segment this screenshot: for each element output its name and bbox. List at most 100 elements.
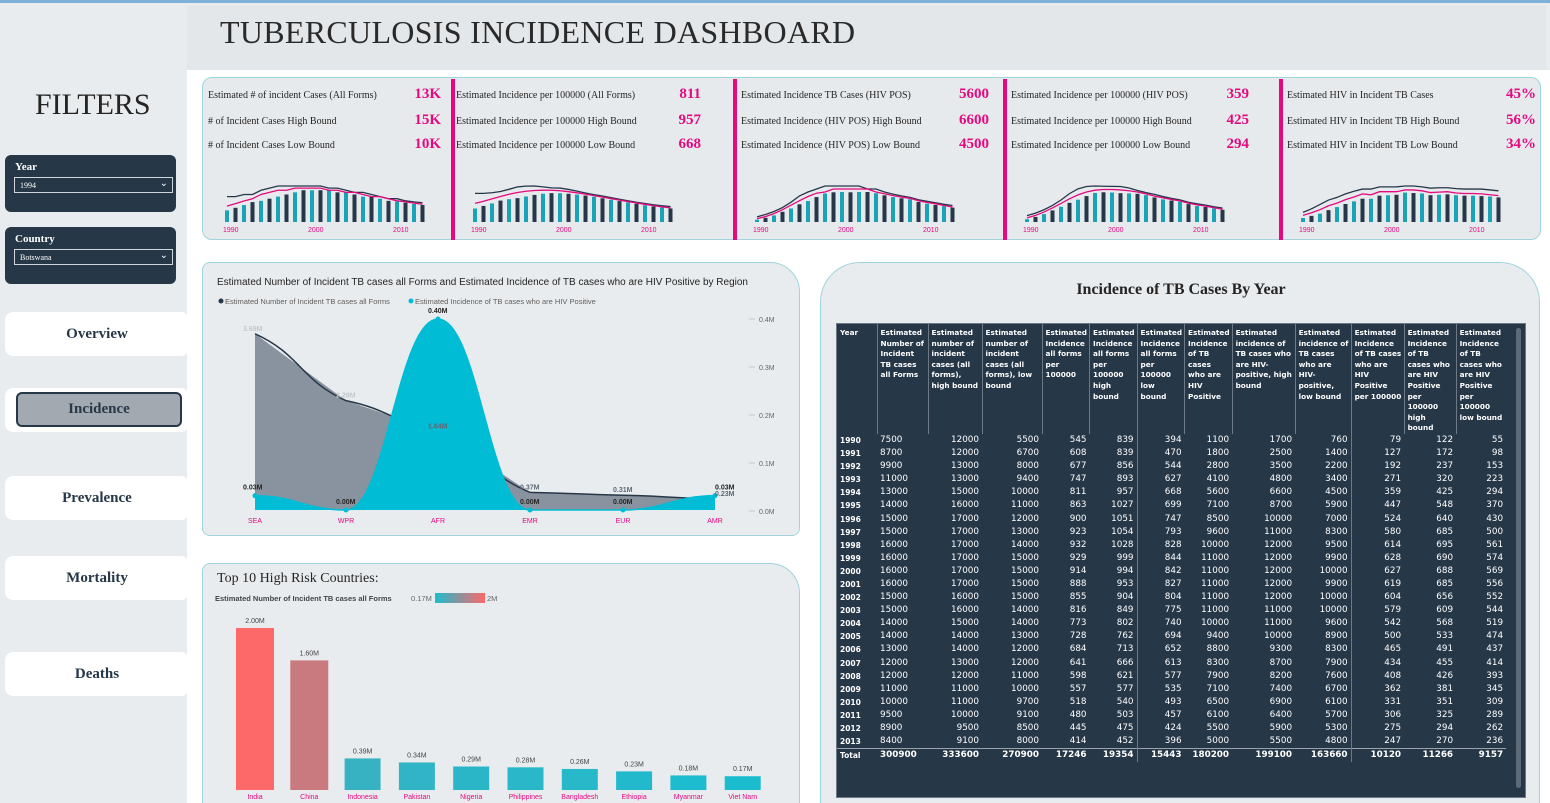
table-cell: 396 — [1136, 735, 1185, 749]
table-cell: 557 — [1069, 683, 1087, 694]
top10-data-label: 0.23M — [624, 761, 644, 768]
kpi-bar — [1144, 195, 1148, 222]
kpi-bar — [1318, 213, 1322, 222]
table-row: 1997 15000 17000 13000 923 1054 793 9600 11000 83… — [837, 525, 1506, 539]
table-cell: 12000 — [880, 657, 908, 668]
kpi-tick-label: 2010 — [393, 227, 409, 234]
nav-incidence-label: Incidence — [68, 401, 130, 417]
table-header-cell[interactable]: Estimated Incidence of TB cases who are … — [1184, 324, 1233, 434]
table-cell: 16000 — [880, 565, 908, 576]
kpi-bar — [473, 208, 477, 222]
table-cell: 493 — [1136, 695, 1185, 709]
year-dropdown[interactable]: 1994 ⌄ — [14, 177, 173, 193]
table-header-cell[interactable]: Estimated number of incident cases (all … — [927, 324, 982, 434]
table-cell: 519 — [1486, 618, 1504, 629]
table-cell: 12000 — [951, 448, 979, 459]
table-cell: 127 — [1350, 447, 1405, 461]
table-row: 2006 13000 14000 12000 684 713 652 8800 9300 8300… — [837, 643, 1506, 657]
top10-bar — [507, 767, 544, 790]
table-cell: 1027 — [1111, 500, 1134, 511]
kpi-bar — [755, 219, 759, 222]
kpi-bar — [1462, 195, 1467, 222]
table-cell: 8000 — [1016, 461, 1039, 472]
table-cell: 4100 — [1206, 474, 1230, 485]
table-scrollbar[interactable] — [1516, 328, 1521, 788]
table-cell: 1995 — [840, 501, 861, 511]
country-slicer-label: Country — [15, 233, 55, 245]
hiv-data-label: 0.03M — [715, 485, 735, 492]
hiv-data-label: 0.40M — [428, 308, 448, 315]
table-cell: 1100 — [1206, 434, 1230, 445]
total-data-label: 0.37M — [520, 484, 540, 491]
top10-data-label: 0.28M — [516, 757, 536, 764]
table-cell: 15000 — [951, 618, 979, 629]
table-cell: 5500 — [1206, 723, 1230, 733]
table-header-cell[interactable]: Estimated Incidence of TB cases who are … — [1455, 324, 1507, 434]
table-header-cell[interactable]: Estimated Incidence all forms per 100000 — [1041, 324, 1090, 434]
table-cell: 17000 — [951, 539, 979, 550]
table-cell: 12000 — [1264, 539, 1293, 550]
kpi-bar — [1178, 201, 1182, 222]
kpi-bar — [541, 193, 545, 222]
nav-deaths-button[interactable]: Deaths — [5, 652, 189, 696]
table-cell: 10000 — [1319, 605, 1348, 616]
table-cell: 465 — [1350, 643, 1405, 657]
table-header-cell[interactable]: Estimated incidence of TB cases who are … — [1294, 324, 1352, 434]
table-cell: 13000 — [1011, 526, 1039, 537]
table-cell: 4800 — [1269, 474, 1293, 485]
table-header-cell[interactable]: Estimated number of incident cases (all … — [981, 324, 1042, 434]
table-cell: 762 — [1116, 631, 1134, 642]
table-row: 2009 11000 11000 10000 557 577 535 7100 7400 6700… — [837, 682, 1506, 696]
top10-plot-area: 2.00M India 1.60M China 0.39M Indonesia 0.34M P… — [236, 618, 761, 801]
table-header-cell[interactable]: Estimated Incidence of TB cases who are … — [1350, 324, 1405, 434]
table-scroll-area[interactable]: Year Estimated Number of Incident TB case… — [836, 323, 1526, 798]
table-cell: 893 — [1116, 474, 1134, 485]
top10-data-label: 1.60M — [300, 650, 320, 657]
hiv-area — [255, 319, 715, 510]
table-cell: 13000 — [880, 644, 908, 655]
table-cell: 914 — [1069, 565, 1087, 576]
kpi-mid-line — [756, 188, 953, 220]
table-header-cell[interactable]: Estimated Incidence of TB cases who are … — [1403, 324, 1457, 434]
top10-bar — [616, 771, 653, 790]
table-cell: 10000 — [1319, 592, 1348, 603]
table-cell: 713 — [1116, 644, 1134, 655]
table-cell: 11000 — [1201, 552, 1230, 563]
table-cell: 12000 — [1264, 552, 1293, 563]
kpi-bar — [583, 195, 588, 222]
kpi-label: Estimated Incidence TB Cases (HIV POS) — [741, 90, 911, 101]
kpi-bar — [1203, 207, 1208, 222]
year-slicer: Year 1994 ⌄ — [5, 155, 176, 212]
country-dropdown[interactable]: Botswana ⌄ — [14, 249, 173, 265]
table-cell: 17000 — [951, 513, 979, 524]
table-cell: 163660 — [1295, 748, 1352, 763]
hiv-data-label: 0.00M — [520, 499, 540, 506]
kpi-bar — [1454, 195, 1458, 222]
table-header-cell[interactable]: Estimated Incidence all forms per 100000… — [1089, 324, 1138, 434]
top10-legend-gradient — [435, 593, 485, 603]
nav-overview-button[interactable]: Overview — [5, 312, 189, 356]
table-cell: 289 — [1486, 709, 1504, 720]
table-header-cell[interactable]: Estimated Incidence all forms per 100000… — [1136, 324, 1185, 434]
table-header-cell[interactable]: Year — [840, 328, 859, 337]
table-cell: 816 — [1069, 605, 1087, 616]
table-cell: 500 — [1350, 630, 1405, 644]
table-row: 1998 16000 17000 14000 932 1028 828 10000 12000 9… — [837, 538, 1506, 552]
table-cell: 747 — [1069, 474, 1087, 485]
nav-mortality-button[interactable]: Mortality — [5, 556, 189, 600]
table-header-cell[interactable]: Estimated Number of Incident TB cases al… — [876, 324, 928, 434]
table-header-cell[interactable]: Estimated incidence of TB cases who are … — [1231, 324, 1296, 434]
top10-bar — [290, 660, 329, 790]
table-cell: 2009 — [840, 684, 861, 694]
kpi-bar — [865, 192, 870, 222]
kpi-tick-label: 2010 — [1193, 227, 1209, 234]
kpi-tick-label: 2010 — [923, 227, 939, 234]
nav-incidence-button[interactable]: Incidence — [5, 388, 189, 432]
kpi-bar — [1335, 207, 1339, 222]
table-cell: 2000 — [840, 566, 861, 576]
nav-prevalence-button[interactable]: Prevalence — [5, 476, 189, 520]
kpi-bar — [848, 192, 853, 222]
kpi-high-line — [756, 185, 953, 218]
kpi-bar — [1169, 200, 1174, 222]
kpi-value: 425 — [1226, 112, 1250, 128]
